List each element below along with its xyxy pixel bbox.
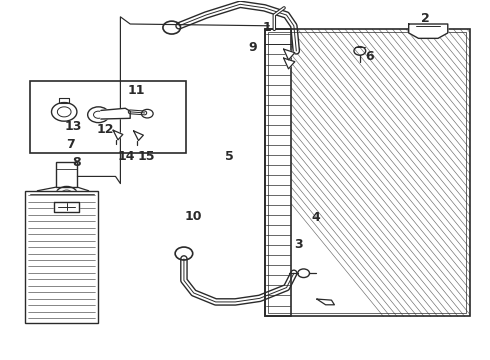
Polygon shape <box>317 299 334 305</box>
Text: 1: 1 <box>263 21 271 34</box>
Text: 3: 3 <box>294 238 303 251</box>
Polygon shape <box>284 49 295 60</box>
Polygon shape <box>101 108 130 119</box>
Text: 6: 6 <box>365 50 374 63</box>
Text: 10: 10 <box>185 210 202 223</box>
Text: 5: 5 <box>225 150 234 163</box>
Polygon shape <box>54 202 79 212</box>
Bar <box>56 162 77 187</box>
Polygon shape <box>25 191 98 323</box>
Bar <box>265 30 292 316</box>
Text: 14: 14 <box>118 150 136 163</box>
Text: 11: 11 <box>128 84 145 97</box>
Text: 13: 13 <box>64 121 82 134</box>
Text: 7: 7 <box>66 138 74 151</box>
Polygon shape <box>134 131 144 140</box>
Polygon shape <box>113 130 123 140</box>
Text: 9: 9 <box>248 41 257 54</box>
Text: 2: 2 <box>421 12 430 25</box>
Text: 8: 8 <box>72 156 81 169</box>
Bar <box>30 81 186 153</box>
Text: 12: 12 <box>97 123 115 136</box>
Text: 4: 4 <box>312 211 320 224</box>
Bar <box>269 32 466 314</box>
Polygon shape <box>409 24 448 39</box>
Bar <box>265 30 470 316</box>
Text: 15: 15 <box>138 150 155 163</box>
Polygon shape <box>284 58 295 69</box>
Bar <box>25 191 98 323</box>
